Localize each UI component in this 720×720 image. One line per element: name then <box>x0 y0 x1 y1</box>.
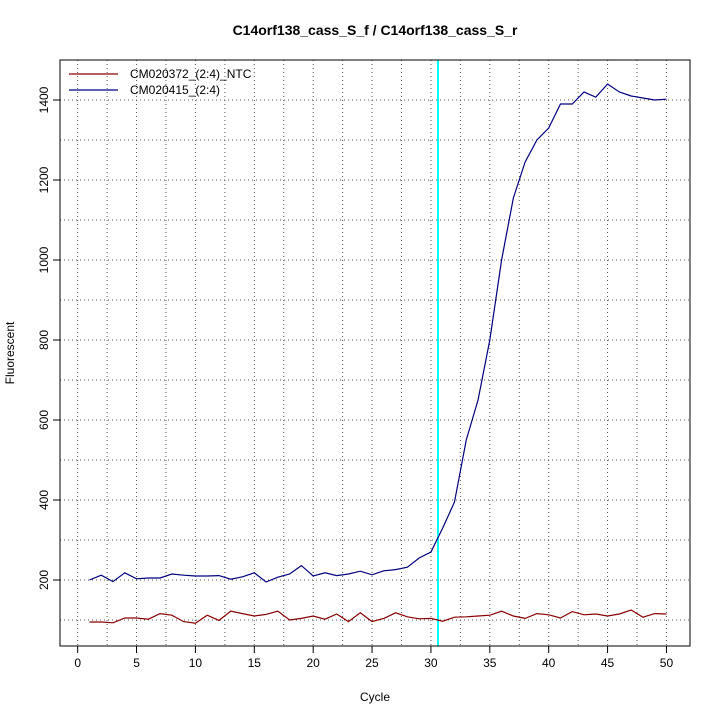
x-tick-label: 5 <box>133 656 140 670</box>
legend-label-2: CM020415_(2:4) <box>130 83 220 97</box>
x-tick-label: 35 <box>483 656 497 670</box>
plot-frame <box>59 59 691 647</box>
y-tick-label: 400 <box>37 490 51 510</box>
x-tick-label: 10 <box>189 656 203 670</box>
x-tick-label: 50 <box>660 656 674 670</box>
y-axis-label: Fluorescent <box>3 321 17 384</box>
grid <box>60 59 690 646</box>
y-tick-label: 1400 <box>37 86 51 113</box>
y-axis: 200 400 600 800 1000 1200 1400 <box>37 86 60 590</box>
series-line-1 <box>89 609 667 624</box>
x-tick-label: 30 <box>424 656 438 670</box>
y-tick-label: 600 <box>37 410 51 430</box>
x-tick-label: 15 <box>248 656 262 670</box>
y-tick-label: 1000 <box>37 246 51 273</box>
series-layer <box>89 83 667 624</box>
legend: CM020372_(2:4)_NTC CM020415_(2:4) <box>69 67 252 97</box>
x-tick-label: 45 <box>601 656 615 670</box>
chart-title: C14orf138_cass_S_f / C14orf138_cass_S_r <box>233 22 518 38</box>
y-tick-label: 200 <box>37 570 51 590</box>
x-axis: 0 5 10 15 20 25 30 35 40 45 50 <box>74 646 673 670</box>
y-tick-label: 1200 <box>37 166 51 193</box>
x-tick-label: 20 <box>306 656 320 670</box>
x-axis-label: Cycle <box>360 690 390 704</box>
x-tick-label: 25 <box>365 656 379 670</box>
legend-label-1: CM020372_(2:4)_NTC <box>130 67 252 81</box>
y-tick-label: 800 <box>37 330 51 350</box>
series-line-2 <box>89 83 667 583</box>
x-tick-label: 40 <box>542 656 556 670</box>
x-tick-label: 0 <box>74 656 81 670</box>
